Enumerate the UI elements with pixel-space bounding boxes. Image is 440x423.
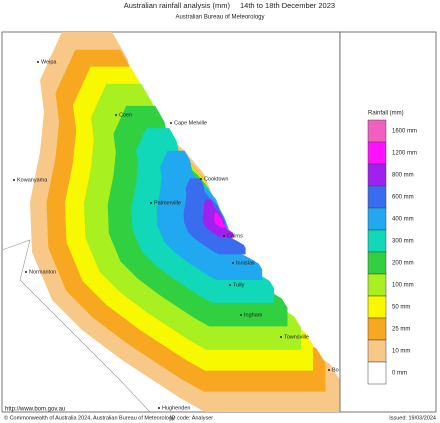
place-name: Coen xyxy=(119,112,132,118)
legend-swatch xyxy=(367,185,387,209)
rainfall-map xyxy=(1,32,340,413)
place-name: Weipa xyxy=(41,59,57,65)
url: http://www.bom.gov.au xyxy=(5,407,65,413)
place-marker xyxy=(158,407,160,409)
legend-swatch xyxy=(367,295,387,319)
legend-label: 300 mm xyxy=(392,239,414,245)
agency: Australian Bureau of Meteorology xyxy=(175,15,264,21)
legend-label: 50 mm xyxy=(392,305,410,311)
legend-label: 200 mm xyxy=(392,261,414,267)
place-name: Hughenden xyxy=(162,405,190,411)
period: 14th to 18th December 2023 xyxy=(240,1,335,10)
legend-label: 400 mm xyxy=(392,217,414,223)
legend-title: Rainfall (mm) xyxy=(368,111,404,117)
place-name: Cairns xyxy=(227,233,243,239)
place-name: Ingham xyxy=(244,312,263,318)
place-marker xyxy=(150,202,152,204)
legend-label: 0 mm xyxy=(392,371,407,377)
place-marker xyxy=(328,369,330,371)
legend-label: 1200 mm xyxy=(392,151,417,157)
place-name: Innisfail xyxy=(236,260,255,266)
legend-swatch xyxy=(367,251,387,275)
legend-label: 800 mm xyxy=(392,173,414,179)
place-marker xyxy=(37,61,39,63)
place-name: Tully xyxy=(233,282,245,288)
issued: Issued: 19/03/2024 xyxy=(389,415,436,421)
place-name: Normanton xyxy=(29,269,56,275)
place-name: Kowanyama xyxy=(17,177,48,183)
place-marker xyxy=(25,271,27,273)
place-name: Cape Melville xyxy=(174,120,207,126)
legend-swatch xyxy=(367,317,387,341)
legend-swatch xyxy=(367,229,387,253)
place-name: Palmerville xyxy=(154,200,181,206)
legend-swatch xyxy=(367,163,387,187)
place-marker xyxy=(115,114,117,116)
legend-label: 25 mm xyxy=(392,327,410,333)
legend-swatch xyxy=(367,339,387,363)
place-marker xyxy=(13,179,15,181)
place-name: Bo xyxy=(332,367,339,373)
place-name: Townsville xyxy=(284,334,309,340)
legend-swatch xyxy=(367,361,387,385)
place-marker xyxy=(229,284,231,286)
id-code: ID code: Analyser xyxy=(170,415,213,421)
place-marker xyxy=(240,314,242,316)
legend-label: 10 mm xyxy=(392,349,410,355)
copyright: © Commonwealth of Australia 2024, Austra… xyxy=(4,414,175,421)
legend-panel xyxy=(339,31,437,413)
place-marker xyxy=(232,262,234,264)
place-marker xyxy=(223,235,225,237)
legend-label: 600 mm xyxy=(392,195,414,201)
title: Australian rainfall analysis (mm) xyxy=(124,1,231,10)
legend-label: 1600 mm xyxy=(392,129,417,135)
place-marker xyxy=(280,336,282,338)
legend-swatch xyxy=(367,273,387,297)
legend-swatch xyxy=(367,141,387,165)
legend-swatch xyxy=(367,119,387,143)
place-name: Cooktown xyxy=(204,176,228,182)
legend-label: 100 mm xyxy=(392,283,414,289)
legend-swatch xyxy=(367,207,387,231)
place-marker xyxy=(200,178,202,180)
place-marker xyxy=(170,122,172,124)
